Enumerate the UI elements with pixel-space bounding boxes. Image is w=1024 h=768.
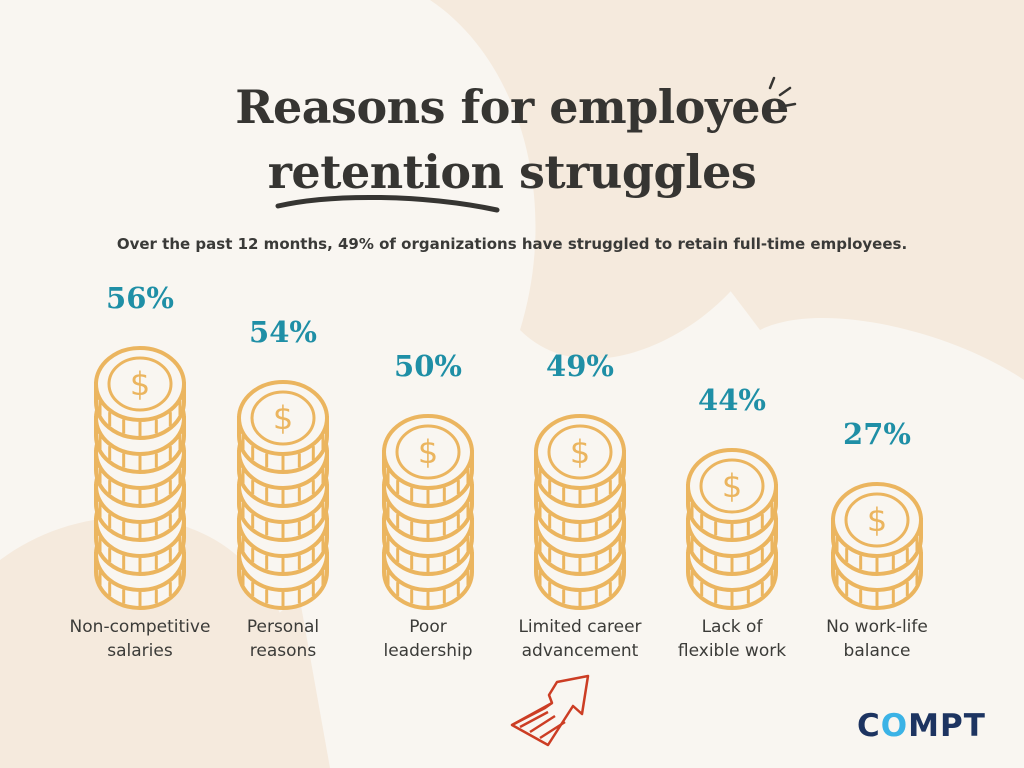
- dollar-icon: $: [418, 433, 438, 471]
- category-label: No work-life: [826, 617, 928, 637]
- dollar-icon: $: [570, 433, 590, 471]
- coin-stack: $: [831, 482, 923, 610]
- coin: $: [686, 448, 778, 542]
- category-label: leadership: [384, 641, 473, 661]
- percent-label: 56%: [106, 281, 174, 315]
- title-underline-swoosh: [275, 194, 500, 213]
- category-label: advancement: [522, 641, 639, 661]
- category-label: balance: [844, 641, 911, 661]
- category-label: Personal: [247, 617, 319, 637]
- coin: $: [831, 482, 923, 576]
- percent-label: 49%: [546, 349, 614, 383]
- compt-logo: COMPT: [857, 708, 986, 744]
- coin-stack: $: [686, 448, 778, 610]
- coin: $: [534, 414, 626, 508]
- arrow-up-icon: [510, 674, 590, 747]
- coin-stack: $: [382, 414, 474, 610]
- category-label: Lack of: [702, 617, 764, 637]
- coin: $: [237, 380, 329, 474]
- title-line-2: retention struggles: [267, 145, 757, 199]
- percent-label: 44%: [698, 383, 766, 417]
- dollar-icon: $: [867, 501, 887, 539]
- category-label: reasons: [250, 641, 317, 661]
- dollar-icon: $: [273, 399, 293, 437]
- dollar-icon: $: [722, 467, 742, 505]
- title-line-1: Reasons for employee: [235, 80, 789, 134]
- coin-stack: $: [237, 380, 329, 610]
- percent-label: 27%: [843, 417, 911, 451]
- subtitle: Over the past 12 months, 49% of organiza…: [116, 235, 908, 253]
- category-label: Poor: [409, 617, 446, 637]
- category-label: salaries: [107, 641, 173, 661]
- category-label: flexible work: [678, 641, 786, 661]
- percent-label: 54%: [249, 315, 317, 349]
- category-label: Limited career: [518, 617, 641, 637]
- category-label: Non-competitive: [70, 617, 211, 637]
- coin: $: [94, 346, 186, 440]
- coin-stack: $: [94, 346, 186, 610]
- sparkle-icon: [768, 76, 797, 108]
- dollar-icon: $: [130, 365, 150, 403]
- coin-stack: $: [534, 414, 626, 610]
- percent-label: 50%: [394, 349, 462, 383]
- coin: $: [382, 414, 474, 508]
